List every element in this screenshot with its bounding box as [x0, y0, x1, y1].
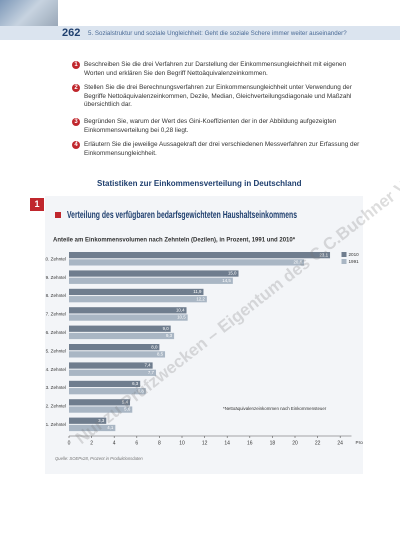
- task-text: Stellen Sie die drei Berechnungsverfahre…: [84, 84, 352, 109]
- value-label: 9,3: [166, 333, 173, 338]
- value-label: 10,5: [177, 315, 186, 320]
- y-tick-label: 7. Zehntel: [46, 312, 66, 317]
- bar: [69, 399, 131, 406]
- chapter-title: 5. Sozialstruktur und soziale Ungleichhe…: [88, 30, 347, 37]
- value-label: 10,4: [176, 307, 185, 312]
- bar: [69, 424, 116, 432]
- bar: [69, 296, 207, 303]
- chart-title: Verteilung des verfügbaren bedarfsgewich…: [67, 209, 297, 221]
- y-tick-label: 10. Zehntel: [45, 256, 66, 261]
- task: 1 Beschreiben Sie die drei Verfahren zur …: [72, 61, 364, 78]
- task: 2 Stellen Sie die drei Berechnungsverfahr…: [72, 84, 364, 110]
- value-label: 7,7: [148, 370, 155, 375]
- task-number: 3: [72, 118, 80, 126]
- task-number: 2: [72, 84, 80, 92]
- bar: [69, 325, 171, 332]
- value-label: 8,0: [151, 344, 158, 349]
- value-label: 14,5: [222, 278, 231, 283]
- bar: [69, 406, 133, 413]
- y-tick-label: 8. Zehntel: [46, 293, 66, 298]
- bar: [69, 259, 305, 266]
- value-label: 11,9: [193, 289, 202, 294]
- x-axis-label: Prozent: [356, 440, 364, 445]
- y-tick-label: 2. Zehntel: [46, 404, 66, 409]
- task-text: Beschreiben Sie die drei Verfahren zur D…: [84, 61, 347, 77]
- bar: [69, 369, 157, 376]
- y-tick-label: 9. Zehntel: [46, 275, 66, 280]
- x-tick-label: 10: [179, 440, 185, 446]
- bar: [69, 270, 239, 277]
- value-label: 4,1: [107, 425, 114, 430]
- value-label: 5,4: [122, 399, 129, 404]
- x-tick-label: 14: [224, 440, 230, 446]
- legend-label: 1991: [349, 259, 360, 264]
- legend-label: 2010: [349, 252, 360, 257]
- x-tick-label: 16: [247, 440, 253, 446]
- bar: [69, 277, 233, 284]
- value-label: 6,8: [138, 388, 145, 393]
- x-tick-label: 6: [135, 440, 138, 446]
- title-marker: [55, 212, 61, 218]
- value-label: 7,4: [145, 363, 152, 368]
- bar: [69, 362, 153, 369]
- value-label: 6,3: [132, 381, 139, 386]
- section-heading: Statistiken zur Einkommensverteilung in …: [97, 179, 302, 188]
- task-text: Erläutern Sie die jeweilige Aussagekraft…: [84, 141, 360, 157]
- bar: [69, 288, 204, 296]
- value-label: 12,2: [196, 296, 205, 301]
- task: 3 Begründen Sie, warum der Wert des Gini-…: [72, 118, 364, 135]
- bar: [69, 314, 188, 321]
- chart: Verteilung des verfügbaren bedarfsgewich…: [45, 196, 363, 474]
- legend-swatch: [341, 252, 347, 257]
- chart-subtitle: Anteile am Einkommensvolumen nach Zehnte…: [53, 238, 296, 244]
- value-label: 8,5: [157, 352, 164, 357]
- value-label: 23,1: [319, 252, 328, 257]
- bar: [69, 344, 160, 351]
- y-tick-label: 6. Zehntel: [46, 330, 66, 335]
- x-tick-label: 12: [202, 440, 208, 446]
- value-label: 20,8: [293, 260, 302, 265]
- bar: [69, 417, 107, 424]
- bar: [69, 388, 146, 395]
- task-text: Begründen Sie, warum der Wert des Gini-K…: [84, 118, 337, 134]
- task-number: 1: [72, 61, 80, 69]
- legend-swatch: [341, 259, 347, 264]
- x-tick-label: 20: [292, 440, 298, 446]
- x-tick-label: 4: [113, 440, 116, 446]
- x-tick-label: 22: [315, 440, 321, 446]
- x-tick-label: 8: [158, 440, 161, 446]
- bar: [69, 351, 166, 358]
- x-tick-label: 18: [270, 440, 276, 446]
- bar: [69, 380, 141, 388]
- footnote: *Nettoäquivalenzeinkommen nach Einkommen…: [223, 406, 327, 411]
- value-label: 5,6: [124, 407, 131, 412]
- y-tick-label: 3. Zehntel: [46, 385, 66, 390]
- figure-number: 1: [30, 198, 44, 211]
- bar: [69, 252, 331, 259]
- x-tick-label: 24: [337, 440, 343, 446]
- value-label: 15,0: [228, 271, 237, 276]
- y-tick-label: 5. Zehntel: [46, 348, 66, 353]
- x-tick-label: 0: [68, 440, 71, 446]
- bar: [69, 332, 175, 340]
- source: Quelle: SOEPv28, Prozent in Produktionsd…: [55, 456, 143, 461]
- header-bar: [0, 26, 400, 40]
- y-tick-label: 1. Zehntel: [46, 422, 66, 427]
- bar: [69, 307, 187, 314]
- y-tick-label: 4. Zehntel: [46, 367, 66, 372]
- value-label: 9,0: [163, 326, 170, 331]
- header-image: [0, 0, 58, 26]
- task: 4 Erläutern Sie die jeweilige Aussagekraf…: [72, 141, 364, 158]
- x-tick-label: 2: [90, 440, 93, 446]
- page-number: 262: [62, 27, 81, 39]
- task-number: 4: [72, 141, 80, 149]
- value-label: 3,3: [98, 418, 105, 423]
